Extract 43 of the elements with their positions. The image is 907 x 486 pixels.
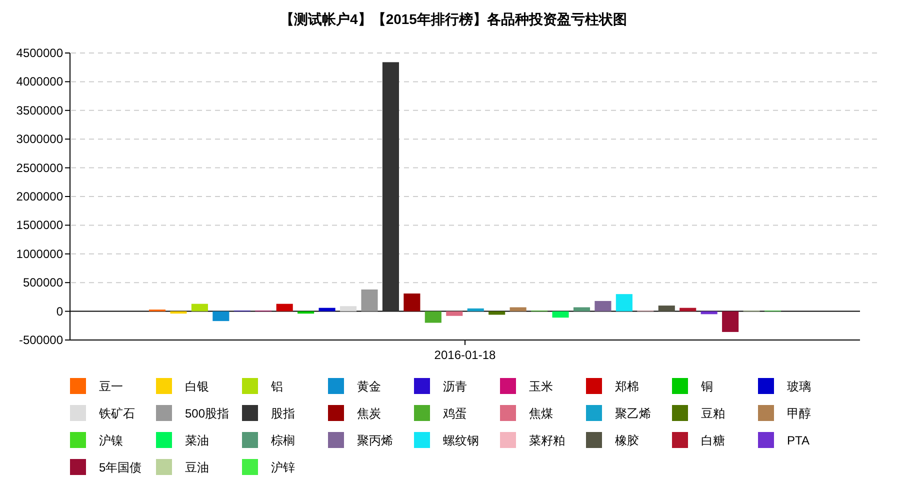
legend-label: 菜籽粕 bbox=[529, 434, 565, 448]
legend-label: 玻璃 bbox=[787, 380, 811, 394]
legend-label: 螺纹钢 bbox=[443, 434, 479, 448]
legend-label: 沪锌 bbox=[271, 460, 295, 474]
legend-label: 铝 bbox=[270, 380, 283, 394]
legend-label: 聚丙烯 bbox=[357, 434, 393, 448]
legend-label: 甲醇 bbox=[787, 406, 811, 420]
legend-label: 郑棉 bbox=[615, 380, 639, 394]
y-tick-label: 0 bbox=[56, 304, 64, 318]
legend-label: 橡胶 bbox=[615, 434, 639, 448]
legend-label: 焦煤 bbox=[529, 406, 553, 420]
legend-label: 铜 bbox=[700, 380, 713, 394]
legend-label: 鸡蛋 bbox=[442, 406, 467, 420]
legend-label: 玉米 bbox=[529, 380, 553, 394]
y-tick-label: 4500000 bbox=[16, 46, 64, 60]
legend-label: 焦炭 bbox=[357, 406, 381, 420]
legend-label: 豆一 bbox=[99, 380, 123, 394]
y-tick-label: 2500000 bbox=[16, 160, 64, 175]
y-tick-label: 4000000 bbox=[16, 74, 64, 89]
legend-label: 股指 bbox=[271, 406, 295, 420]
legend-label: 聚乙烯 bbox=[615, 406, 651, 420]
legend-label: 沪镍 bbox=[99, 434, 123, 448]
y-tick-label: 3000000 bbox=[16, 132, 64, 146]
legend-label: 沥青 bbox=[443, 380, 467, 394]
legend-label: 铁矿石 bbox=[98, 406, 135, 420]
y-tick-label: 2000000 bbox=[16, 190, 64, 204]
y-tick-label: 1500000 bbox=[16, 218, 64, 232]
legend-label: 5年国债 bbox=[99, 460, 142, 474]
legend-label: 白糖 bbox=[701, 434, 725, 448]
y-tick-label: -500000 bbox=[18, 333, 64, 347]
legend-label: 黄金 bbox=[357, 380, 381, 394]
legend-label: PTA bbox=[787, 434, 810, 448]
x-tick-label: 2016-01-18 bbox=[434, 348, 496, 362]
title: 【测试帐户4】【2015年排行榜】各品种投资盈亏柱状图 bbox=[280, 11, 627, 27]
legend-label: 菜油 bbox=[185, 434, 209, 448]
y-tick-label: 1000000 bbox=[16, 246, 64, 261]
legend-label: 500股指 bbox=[185, 406, 230, 420]
legend-label: 豆油 bbox=[185, 460, 209, 474]
y-tick-label: 3500000 bbox=[16, 103, 64, 118]
legend-label: 棕榈 bbox=[271, 434, 295, 448]
y-tick-label: 500000 bbox=[22, 276, 64, 290]
legend-label: 白银 bbox=[185, 380, 209, 394]
legend-label: 豆粕 bbox=[701, 406, 725, 420]
